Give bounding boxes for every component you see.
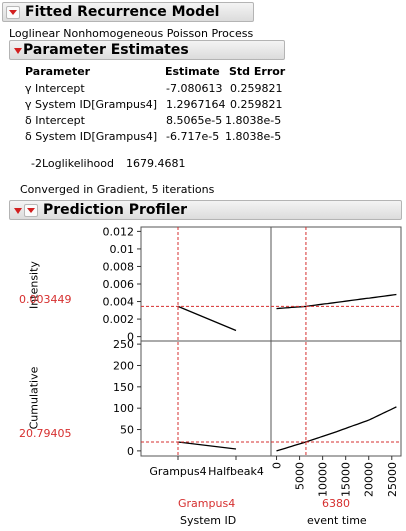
system-id-factor-label: System ID: [180, 514, 237, 527]
parameter-estimates-header[interactable]: Parameter Estimates: [9, 40, 285, 60]
table-row-parameter: δ Intercept: [25, 114, 85, 127]
convergence-message: Converged in Gradient, 5 iterations: [20, 183, 215, 196]
table-row-parameter: γ System ID[Grampus4]: [25, 98, 158, 111]
table-row-std-error: 0.259821: [230, 82, 283, 95]
y-tick-label: 250: [113, 338, 134, 351]
table-row-estimate: 8.5065e-5: [166, 114, 223, 127]
y-tick-label: 0: [127, 445, 134, 458]
intensity-current-value: 0.003449: [19, 293, 72, 306]
table-row-estimate: 1.2967164: [166, 98, 226, 111]
y-tick-label: 200: [113, 359, 134, 372]
profile-curve-event-time: [276, 406, 397, 452]
disclosure-triangle-icon[interactable]: [13, 45, 22, 56]
y-tick-label: 0.004: [103, 296, 135, 309]
x-tick-label: 15000: [340, 462, 353, 497]
y-tick-label: 0.006: [103, 278, 135, 291]
y-tick-label: 100: [113, 402, 134, 415]
table-row-parameter: δ System ID[Grampus4]: [25, 130, 158, 143]
table-row-estimate: -7.080613: [166, 82, 223, 95]
x-tick-label: 5000: [294, 462, 307, 490]
x-tick-label: 20000: [363, 462, 376, 497]
profile-curve-system-id: [177, 441, 237, 450]
table-row-std-error: 1.8038e-5: [225, 130, 282, 143]
profile-curve-event-time: [276, 293, 397, 310]
event-time-current-value[interactable]: 6380: [322, 497, 350, 510]
red-triangle-menu-icon[interactable]: [6, 5, 20, 19]
column-header-estimate: Estimate: [165, 65, 220, 78]
column-header-std-error: Std Error: [229, 65, 286, 78]
profile-curve-system-id: [177, 305, 237, 332]
loglik-label: -2Loglikelihood: [31, 157, 114, 170]
table-row-parameter: γ Intercept: [25, 82, 85, 95]
red-triangle-menu-icon[interactable]: [24, 203, 38, 217]
y-tick-label: 150: [113, 381, 134, 394]
x-tick-label: 0: [271, 462, 284, 469]
x-tick-label: Grampus4: [149, 465, 206, 478]
model-description: Loglinear Nonhomogeneous Poisson Process: [9, 27, 254, 40]
y-tick-label: 0.008: [103, 260, 135, 273]
cumulative-current-value: 20.79405: [19, 427, 72, 440]
table-row-estimate: -6.717e-5: [166, 130, 220, 143]
x-tick-label: 10000: [317, 462, 330, 497]
report-title: Fitted Recurrence Model: [25, 4, 220, 20]
disclosure-triangle-icon[interactable]: [13, 205, 22, 216]
prediction-profiler-title: Prediction Profiler: [43, 202, 188, 218]
parameter-estimates-title: Parameter Estimates: [23, 42, 189, 58]
y-tick-label: 0.012: [103, 225, 135, 238]
event-time-factor-label: event time: [307, 514, 367, 527]
loglik-value: 1679.4681: [126, 157, 186, 170]
table-row-std-error: 0.259821: [230, 98, 283, 111]
y-tick-label: 50: [120, 424, 134, 437]
system-id-current-value[interactable]: Grampus4: [178, 497, 236, 510]
y-tick-label: 0.01: [110, 243, 135, 256]
prediction-profiler-header[interactable]: Prediction Profiler: [9, 200, 402, 220]
y-tick-label: 0.002: [103, 313, 135, 326]
fitted-recurrence-model-header[interactable]: Fitted Recurrence Model: [2, 2, 254, 22]
table-row-std-error: 1.8038e-5: [225, 114, 282, 127]
x-tick-label: Halfbeak4: [208, 465, 264, 478]
y-tick-label: 0: [127, 331, 134, 344]
column-header-parameter: Parameter: [25, 65, 91, 78]
x-tick-label: 25000: [386, 462, 399, 497]
